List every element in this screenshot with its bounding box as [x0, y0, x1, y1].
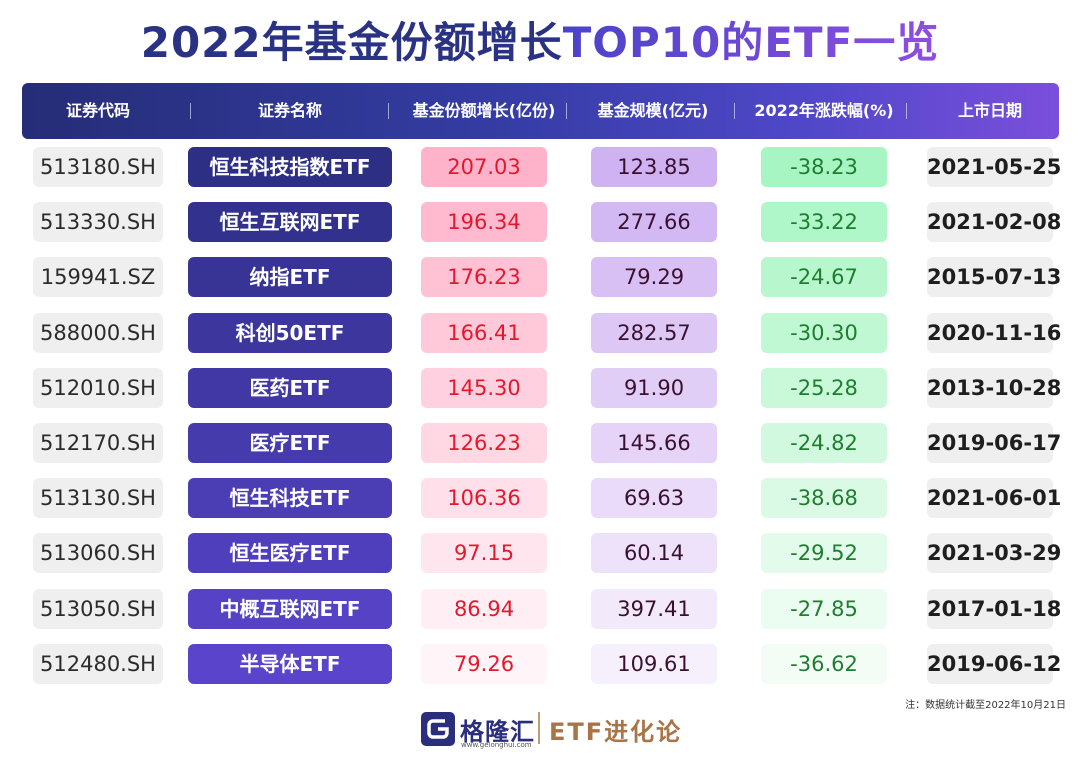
fund-size-cell: 60.14 [591, 533, 717, 574]
header-growth: 基金份额增长(亿份) [412, 101, 556, 120]
listing-date-cell: 2021-02-08 [927, 202, 1061, 243]
security-code-cell: 513060.SH [33, 533, 163, 574]
share-growth-cell: 79.26 [421, 643, 547, 684]
security-name-cell: 纳指ETF [188, 257, 392, 298]
share-growth-cell: 86.94 [421, 588, 547, 629]
ytd-change-cell: -24.82 [761, 423, 887, 463]
security-name-cell: 恒生科技ETF [188, 478, 392, 519]
security-code-cell: 159941.SZ [33, 257, 163, 298]
header-scale: 基金规模(亿元) [597, 101, 709, 120]
ytd-change-cell: -38.68 [761, 478, 887, 519]
table-row: 159941.SZ 纳指ETF 176.23 79.29 -24.67 2015-07-1… [0, 257, 1080, 298]
page-title: 2022年基金份额增长TOP10的ETF一览 [0, 14, 1080, 72]
header-divider [190, 103, 191, 119]
gelonghui-logo-icon [421, 712, 455, 746]
security-code-cell: 512010.SH [33, 367, 163, 408]
listing-date-cell: 2015-07-13 [927, 257, 1061, 298]
header-name: 证券名称 [257, 101, 322, 120]
table-row: 513330.SH 恒生互联网ETF 196.34 277.66 -33.22 2021-… [0, 202, 1080, 243]
fund-size-cell: 397.41 [591, 588, 717, 629]
fund-size-cell: 123.85 [591, 147, 717, 187]
title-part-2: TOP10的ETF一览 [562, 18, 940, 67]
security-code-cell: 513050.SH [33, 588, 163, 629]
listing-date-cell: 2021-05-25 [927, 147, 1061, 187]
header-divider [734, 103, 735, 119]
table-row: 588000.SH 科创50ETF 166.41 282.57 -30.30 2020-1… [0, 312, 1080, 353]
fund-size-cell: 282.57 [591, 312, 717, 353]
security-name-cell: 中概互联网ETF [188, 588, 392, 629]
table-row: 513060.SH 恒生医疗ETF 97.15 60.14 -29.52 2021-03-… [0, 533, 1080, 574]
security-name-cell: 半导体ETF [188, 643, 392, 684]
security-name-cell: 医药ETF [188, 367, 392, 408]
table-row: 513130.SH 恒生科技ETF 106.36 69.63 -38.68 2021-06… [0, 478, 1080, 519]
share-growth-cell: 106.36 [421, 478, 547, 519]
listing-date-cell: 2021-06-01 [927, 478, 1061, 519]
ytd-change-cell: -27.85 [761, 588, 887, 629]
security-name-cell: 恒生互联网ETF [188, 202, 392, 243]
share-growth-cell: 97.15 [421, 533, 547, 574]
listing-date-cell: 2013-10-28 [927, 367, 1061, 408]
table-row: 512010.SH 医药ETF 145.30 91.90 -25.28 2013-10-2… [0, 367, 1080, 408]
ytd-change-cell: -38.23 [761, 147, 887, 187]
fund-size-cell: 91.90 [591, 367, 717, 408]
listing-date-cell: 2017-01-18 [927, 588, 1061, 629]
column-name: ETF进化论 [549, 718, 683, 746]
share-growth-cell: 196.34 [421, 202, 547, 243]
fund-size-cell: 69.63 [591, 478, 717, 519]
share-growth-cell: 166.41 [421, 312, 547, 353]
table-row: 512480.SH 半导体ETF 79.26 109.61 -36.62 2019-06-… [0, 643, 1080, 684]
footer-divider [538, 712, 540, 744]
ytd-change-cell: -25.28 [761, 367, 887, 408]
security-code-cell: 512480.SH [33, 643, 163, 684]
security-code-cell: 513180.SH [33, 147, 163, 187]
security-name-cell: 医疗ETF [188, 423, 392, 463]
listing-date-cell: 2019-06-12 [927, 643, 1061, 684]
listing-date-cell: 2019-06-17 [927, 423, 1061, 463]
share-growth-cell: 145.30 [421, 367, 547, 408]
ytd-change-cell: -30.30 [761, 312, 887, 353]
share-growth-cell: 126.23 [421, 423, 547, 463]
security-code-cell: 513130.SH [33, 478, 163, 519]
ytd-change-cell: -36.62 [761, 643, 887, 684]
header-change: 2022年涨跌幅(%) [754, 101, 894, 120]
header-code: 证券代码 [65, 101, 130, 120]
table-row: 513050.SH 中概互联网ETF 86.94 397.41 -27.85 2017-0… [0, 588, 1080, 629]
share-growth-cell: 207.03 [421, 147, 547, 187]
fund-size-cell: 145.66 [591, 423, 717, 463]
listing-date-cell: 2021-03-29 [927, 533, 1061, 574]
ytd-change-cell: -33.22 [761, 202, 887, 243]
ytd-change-cell: -24.67 [761, 257, 887, 298]
security-code-cell: 588000.SH [33, 312, 163, 353]
security-name-cell: 恒生医疗ETF [188, 533, 392, 574]
fund-size-cell: 277.66 [591, 202, 717, 243]
security-code-cell: 513330.SH [33, 202, 163, 243]
fund-size-cell: 79.29 [591, 257, 717, 298]
footnote: 注：数据统计截至2022年10月21日 [905, 700, 1066, 711]
title-part-1: 2022年基金份额增长 [140, 18, 563, 67]
logo-text: 格隆汇 [460, 718, 535, 746]
security-name-cell: 恒生科技指数ETF [188, 147, 392, 187]
table-row: 513180.SH 恒生科技指数ETF 207.03 123.85 -38.23 2021… [0, 147, 1080, 187]
listing-date-cell: 2020-11-16 [927, 312, 1061, 353]
security-name-cell: 科创50ETF [188, 312, 392, 353]
table-row: 512170.SH 医疗ETF 126.23 145.66 -24.82 2019-06-… [0, 423, 1080, 463]
header-divider [388, 103, 389, 119]
share-growth-cell: 176.23 [421, 257, 547, 298]
table-header: 证券代码 证券名称 基金份额增长(亿份) 基金规模(亿元) 2022年涨跌幅(%… [22, 83, 1059, 139]
fund-size-cell: 109.61 [591, 643, 717, 684]
header-date: 上市日期 [957, 101, 1022, 120]
footer-brand: 格隆汇 www.gelonghui.com ETF进化论 [0, 706, 1080, 750]
header-divider [566, 103, 567, 119]
ytd-change-cell: -29.52 [761, 533, 887, 574]
header-divider [906, 103, 907, 119]
logo-url: www.gelonghui.com [461, 741, 532, 749]
security-code-cell: 512170.SH [33, 423, 163, 463]
